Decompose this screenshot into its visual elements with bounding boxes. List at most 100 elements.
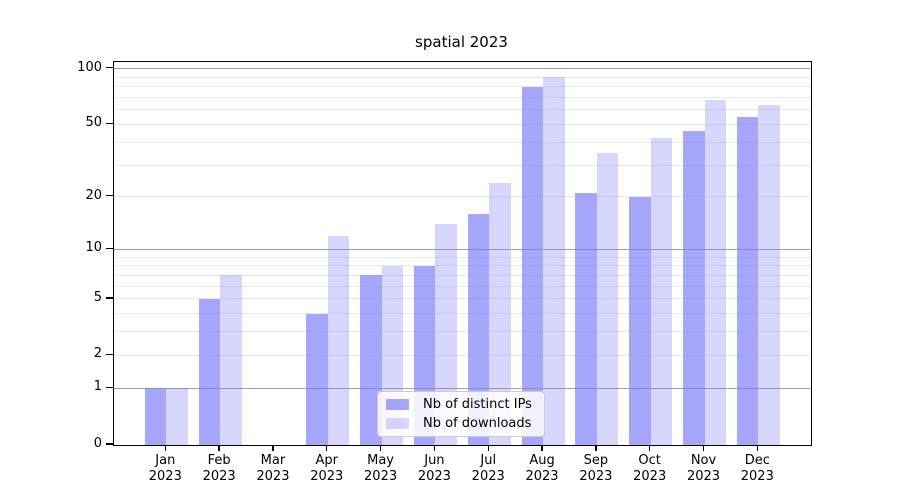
gridline-minor-50 [114, 123, 811, 125]
y-tick-label-5: 5 [93, 289, 102, 305]
x-tick-Aug-2023 [541, 445, 543, 451]
x-tick-Feb-2023 [218, 445, 220, 451]
legend-label-distinct-ips: Nb of distinct IPs [423, 397, 532, 413]
x-tick-May-2023 [379, 445, 382, 451]
bar-ips-Jul-2023 [467, 213, 490, 445]
y-tick-label-50: 50 [85, 115, 102, 131]
plot-area [113, 61, 812, 446]
x-tick-label-Jan-2023: Jan 2023 [133, 453, 197, 485]
gridline-minor-4 [114, 313, 811, 315]
x-tick-year: 2023 [471, 469, 505, 484]
x-tick-label-Apr-2023: Apr 2023 [295, 453, 359, 485]
gridline-minor-2 [114, 354, 811, 356]
legend-item-downloads: Nb of downloads [386, 416, 536, 431]
x-tick-label-Jul-2023: Jul 2023 [456, 453, 520, 485]
bar-downloads-Feb-2023 [220, 275, 242, 445]
y-tick-20 [106, 195, 113, 197]
bar-downloads-Sep-2023 [596, 152, 619, 445]
y-tick-100 [106, 67, 113, 69]
x-tick-Oct-2023 [649, 445, 651, 451]
gridline-minor-90 [114, 76, 811, 78]
x-tick-month: Nov [690, 453, 717, 468]
gridline-minor-7 [114, 274, 811, 276]
bar-downloads-Oct-2023 [650, 138, 673, 445]
x-tick-month: Oct [638, 453, 661, 468]
y-tick-label-1: 1 [93, 379, 102, 395]
bar-downloads-Aug-2023 [543, 77, 565, 445]
x-tick-month: Jan [155, 453, 176, 468]
bar-downloads-Jul-2023 [489, 182, 511, 445]
x-tick-year: 2023 [579, 469, 613, 484]
bar-ips-Apr-2023 [306, 313, 328, 445]
x-tick-year: 2023 [256, 469, 290, 484]
gridline-minor-60 [114, 109, 811, 111]
y-tick-5 [106, 297, 113, 299]
x-tick-year: 2023 [310, 469, 344, 484]
x-tick-year: 2023 [148, 469, 182, 484]
gridline-minor-5 [114, 298, 811, 300]
bar-ips-Feb-2023 [198, 298, 221, 445]
x-tick-Jul-2023 [487, 445, 489, 451]
y-tick-0 [106, 443, 113, 445]
x-tick-Dec-2023 [756, 445, 758, 451]
x-tick-month: Apr [315, 453, 339, 468]
y-tick-1 [106, 386, 113, 389]
x-tick-month: Dec [744, 453, 770, 468]
gridline-minor-9 [114, 256, 811, 258]
x-tick-Jun-2023 [433, 445, 436, 451]
x-tick-year: 2023 [525, 469, 559, 484]
y-tick-2 [106, 353, 113, 356]
bar-ips-May-2023 [360, 275, 382, 445]
x-tick-year: 2023 [740, 469, 774, 484]
x-tick-month: Aug [529, 453, 555, 468]
gridline-major-10 [114, 248, 811, 250]
gridline-minor-8 [114, 265, 811, 267]
x-tick-month: May [367, 453, 395, 468]
legend-swatch-downloads-icon [386, 417, 409, 429]
y-tick-label-0: 0 [93, 436, 102, 451]
gridline-minor-30 [114, 164, 811, 166]
x-tick-month: Feb [207, 453, 231, 468]
bar-downloads-Apr-2023 [327, 235, 350, 445]
bar-downloads-Jan-2023 [166, 388, 188, 445]
gridline-major-100 [114, 68, 811, 70]
y-tick-label-2: 2 [93, 346, 102, 362]
chart-title: spatial 2023 [415, 33, 508, 51]
gridline-minor-80 [114, 86, 811, 88]
gridline-minor-70 [114, 96, 811, 98]
x-tick-label-Jun-2023: Jun 2023 [402, 453, 466, 485]
x-tick-month: Jun [424, 453, 445, 468]
y-tick-label-10: 10 [85, 240, 102, 256]
y-tick-label-100: 100 [77, 59, 102, 75]
x-tick-month: Sep [583, 453, 609, 468]
x-tick-Sep-2023 [595, 445, 597, 451]
gridline-minor-40 [114, 141, 811, 143]
x-tick-Nov-2023 [702, 445, 705, 451]
x-tick-label-Mar-2023: Mar 2023 [241, 453, 305, 485]
x-tick-label-Nov-2023: Nov 2023 [672, 453, 736, 485]
x-tick-Mar-2023 [272, 445, 274, 451]
x-tick-year: 2023 [202, 469, 236, 484]
legend-label-downloads: Nb of downloads [423, 415, 532, 431]
x-tick-label-Dec-2023: Dec 2023 [725, 453, 789, 485]
bar-downloads-Dec-2023 [758, 104, 780, 445]
gridline-minor-3 [114, 331, 811, 333]
bar-ips-Sep-2023 [575, 192, 597, 445]
x-tick-year: 2023 [686, 469, 721, 484]
bar-ips-Oct-2023 [629, 196, 651, 445]
gridline-minor-6 [114, 285, 811, 287]
bar-ips-Nov-2023 [683, 131, 705, 445]
x-tick-label-Oct-2023: Oct 2023 [618, 453, 682, 485]
x-tick-label-May-2023: May 2023 [349, 453, 413, 485]
x-tick-Jan-2023 [164, 445, 166, 451]
x-tick-year: 2023 [364, 469, 398, 484]
gridline-major-1 [114, 387, 811, 389]
x-tick-label-Aug-2023: Aug 2023 [510, 453, 574, 485]
bar-ips-Aug-2023 [521, 86, 544, 445]
y-tick-10 [106, 247, 113, 250]
bar-downloads-Nov-2023 [704, 99, 726, 445]
gridline-minor-20 [114, 196, 811, 198]
legend-swatch-distinct-ips-icon [386, 399, 409, 411]
bar-ips-Jan-2023 [144, 388, 167, 445]
